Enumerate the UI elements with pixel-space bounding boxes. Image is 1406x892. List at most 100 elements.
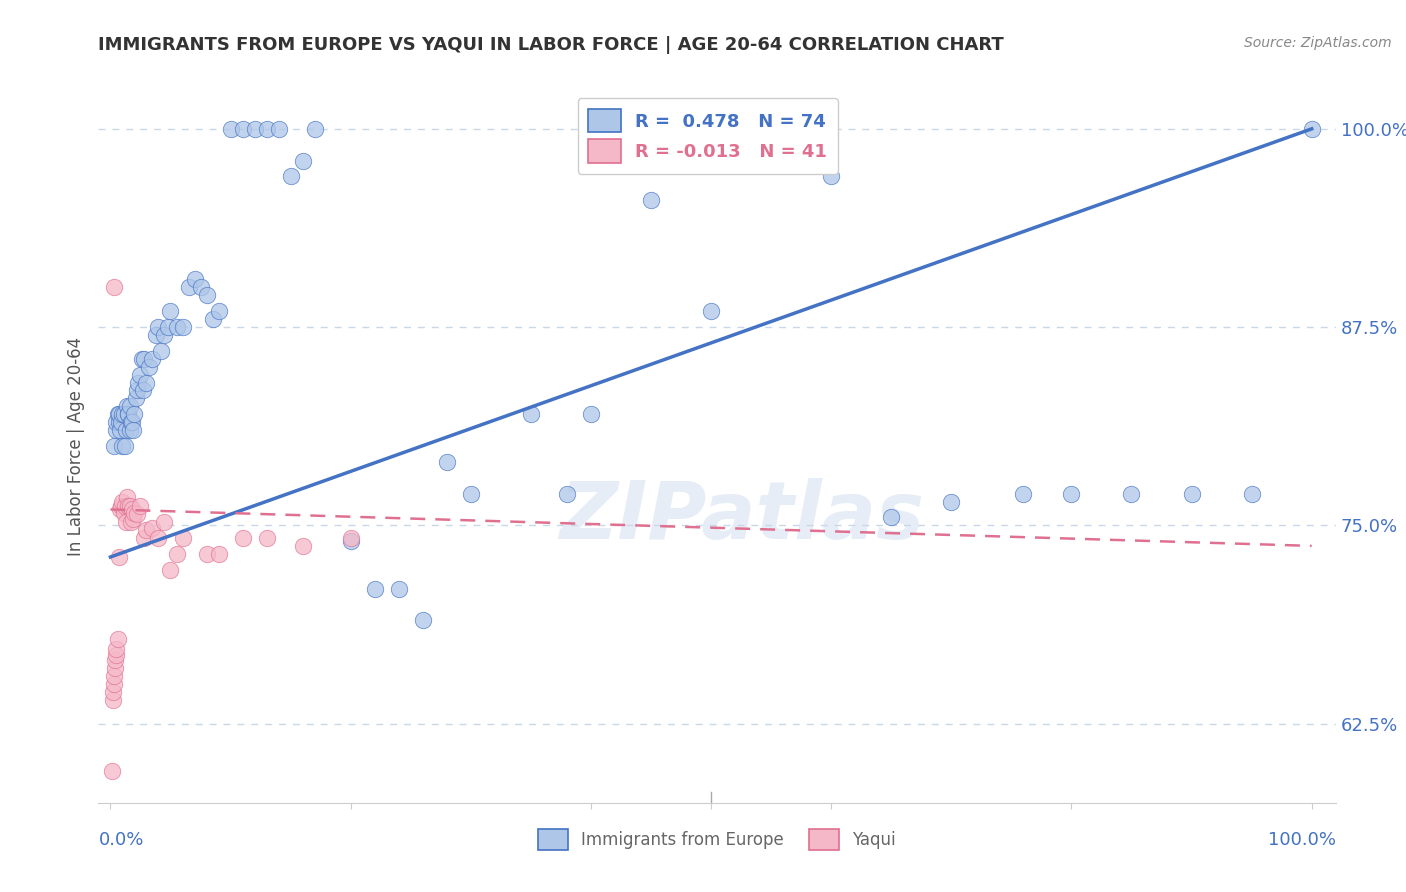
Point: [118, 423, 141, 437]
Point: [201, 312, 224, 326]
Point: [112, 407, 135, 421]
Point: [108, 415, 131, 429]
Point: [127, 376, 149, 390]
Point: [108, 407, 131, 421]
Point: [149, 343, 172, 358]
Point: [436, 455, 458, 469]
Point: [124, 392, 146, 406]
Point: [339, 534, 361, 549]
Point: [114, 439, 136, 453]
Point: [117, 500, 139, 514]
Point: [166, 547, 188, 561]
Point: [103, 439, 125, 453]
Point: [129, 500, 152, 514]
Point: [157, 320, 180, 334]
Point: [172, 320, 194, 334]
Point: [1240, 486, 1263, 500]
Point: [105, 648, 128, 663]
Point: [112, 506, 135, 520]
Point: [132, 384, 155, 398]
Point: [820, 169, 842, 184]
Point: [267, 121, 290, 136]
Point: [1180, 486, 1202, 500]
Point: [117, 407, 139, 421]
Point: [148, 320, 170, 334]
Point: [700, 304, 723, 318]
Point: [111, 494, 134, 508]
Point: [124, 506, 146, 520]
Point: [103, 280, 125, 294]
Text: IMMIGRANTS FROM EUROPE VS YAQUI IN LABOR FORCE | AGE 20-64 CORRELATION CHART: IMMIGRANTS FROM EUROPE VS YAQUI IN LABOR…: [98, 36, 1004, 54]
Point: [103, 669, 125, 683]
Point: [103, 677, 125, 691]
Point: [120, 415, 142, 429]
Point: [195, 288, 218, 302]
Text: 0.0%: 0.0%: [98, 831, 143, 849]
Point: [141, 351, 163, 366]
Point: [122, 423, 145, 437]
Point: [101, 692, 124, 706]
Point: [1060, 486, 1083, 500]
Point: [115, 515, 138, 529]
Point: [107, 407, 129, 421]
Point: [105, 642, 128, 657]
Point: [183, 272, 205, 286]
Point: [388, 582, 411, 596]
Point: [121, 415, 143, 429]
Point: [111, 407, 134, 421]
Point: [114, 500, 136, 514]
Point: [579, 407, 602, 421]
Point: [110, 415, 132, 429]
Point: [190, 280, 212, 294]
Point: [131, 351, 153, 366]
Text: 100.0%: 100.0%: [1268, 831, 1336, 849]
Point: [256, 531, 278, 545]
Point: [243, 121, 266, 136]
Point: [132, 531, 155, 545]
Legend: Immigrants from Europe, Yaqui: Immigrants from Europe, Yaqui: [530, 821, 904, 859]
Point: [256, 121, 278, 136]
Point: [108, 549, 131, 564]
Point: [640, 193, 662, 207]
Point: [291, 539, 314, 553]
Point: [125, 507, 148, 521]
Point: [153, 328, 176, 343]
Point: [148, 531, 170, 545]
Point: [117, 407, 139, 421]
Point: [105, 415, 128, 429]
Point: [304, 121, 326, 136]
Point: [132, 351, 155, 366]
Point: [104, 653, 127, 667]
Point: [177, 280, 200, 294]
Point: [460, 486, 482, 500]
Point: [141, 521, 163, 535]
Point: [195, 547, 218, 561]
Point: [232, 121, 254, 136]
Text: ZIPatlas: ZIPatlas: [560, 478, 924, 557]
Point: [232, 531, 254, 545]
Point: [280, 169, 302, 184]
Point: [117, 400, 139, 414]
Point: [118, 400, 141, 414]
Point: [166, 320, 188, 334]
Point: [219, 121, 242, 136]
Point: [364, 582, 387, 596]
Point: [153, 515, 176, 529]
Point: [1012, 486, 1035, 500]
Point: [1301, 121, 1323, 136]
Text: Source: ZipAtlas.com: Source: ZipAtlas.com: [1244, 36, 1392, 50]
Point: [412, 614, 434, 628]
Point: [172, 531, 194, 545]
Point: [555, 486, 578, 500]
Point: [159, 304, 181, 318]
Point: [207, 304, 229, 318]
Point: [115, 423, 138, 437]
Point: [135, 523, 157, 537]
Point: [104, 661, 127, 675]
Point: [124, 407, 146, 421]
Point: [110, 500, 132, 514]
Point: [1121, 486, 1143, 500]
Point: [159, 563, 181, 577]
Point: [107, 632, 129, 647]
Point: [117, 490, 139, 504]
